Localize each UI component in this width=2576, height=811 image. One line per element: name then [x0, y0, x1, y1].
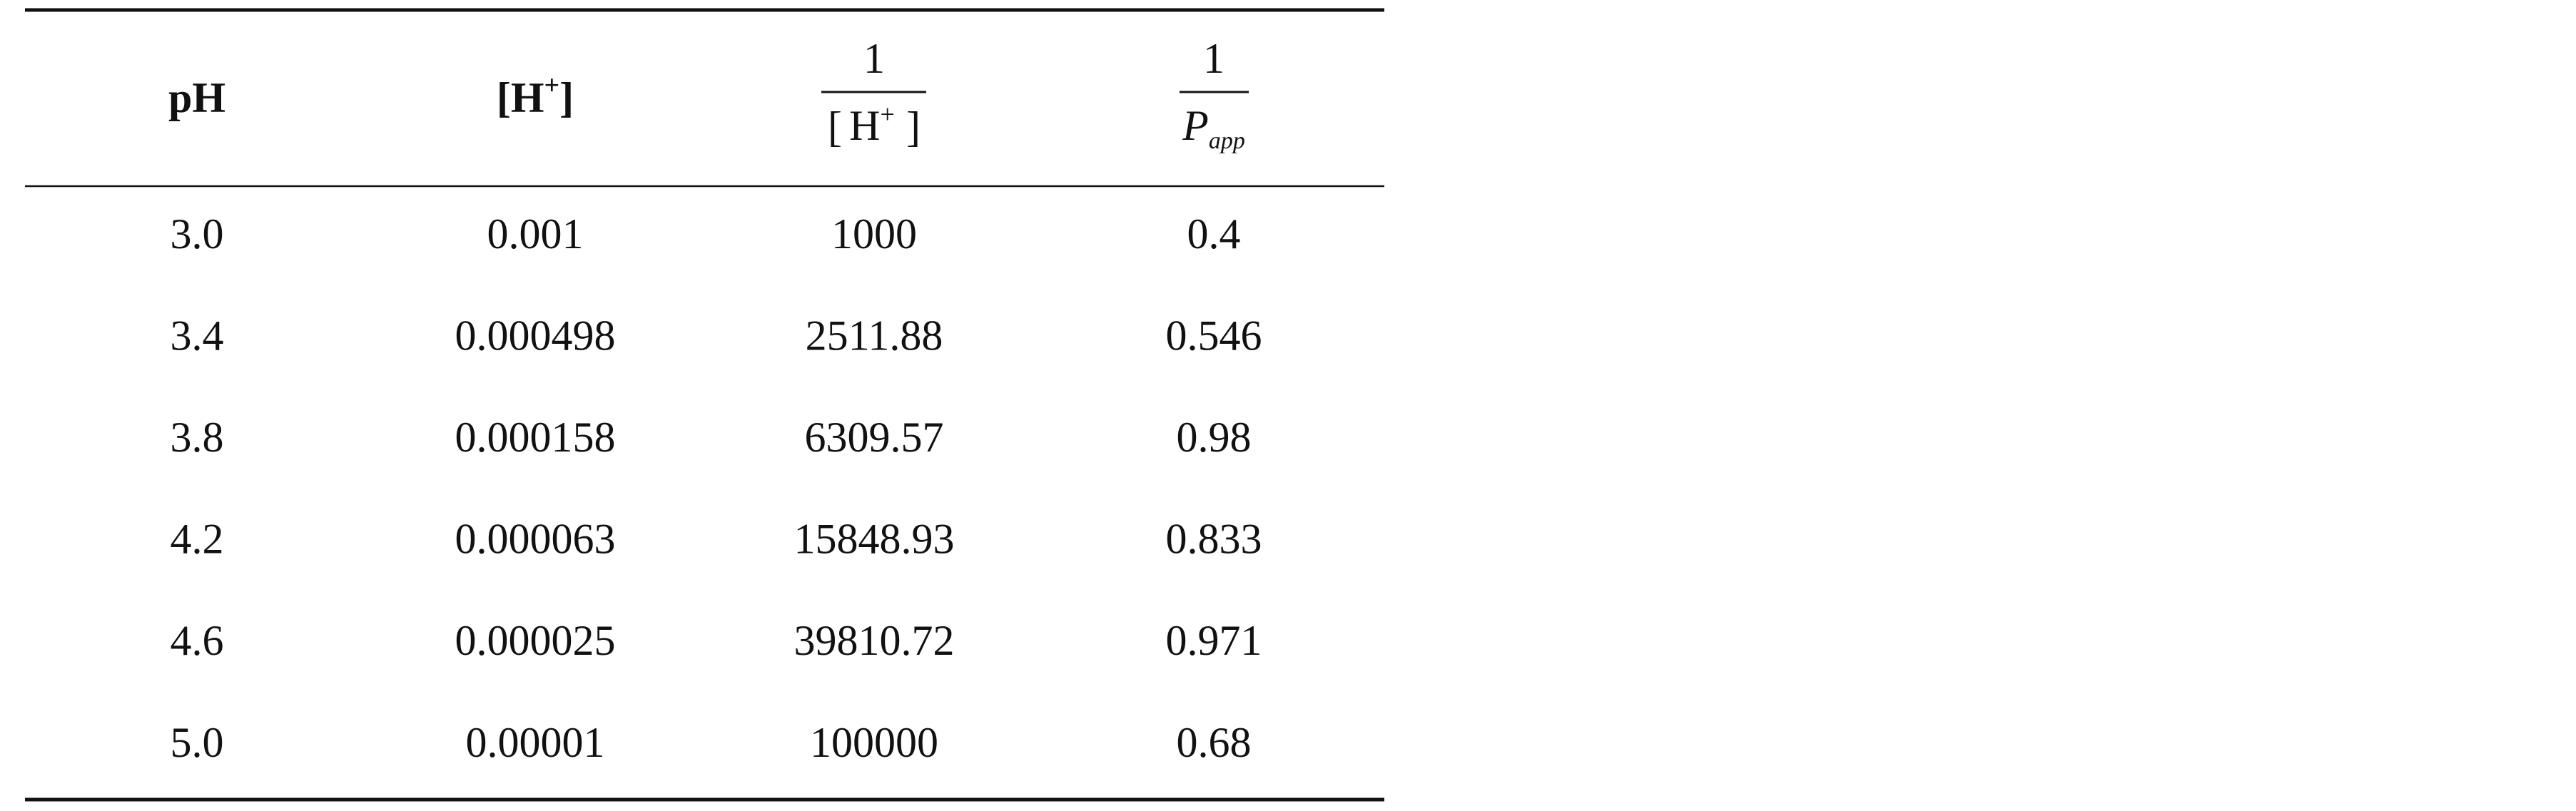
- table-cell: 6309.57: [805, 414, 944, 461]
- table-cell: 3.4: [171, 312, 224, 359]
- table-cell: 0.000063: [455, 516, 616, 563]
- table-cell: 0.4: [1187, 210, 1241, 257]
- header-denominator: Papp: [1182, 102, 1245, 154]
- header-part: [H: [497, 74, 544, 121]
- header-sup: +: [544, 71, 560, 101]
- table-cell: 0.000498: [455, 312, 616, 359]
- table-cell: 0.000025: [455, 617, 616, 664]
- table-cell: 0.833: [1166, 516, 1262, 563]
- table-cell: 0.68: [1177, 719, 1252, 766]
- table-cell: 3.0: [171, 210, 224, 257]
- table-cell: 0.001: [487, 210, 584, 257]
- table-cell: 15848.93: [794, 516, 955, 563]
- table-cell: 0.000158: [455, 414, 616, 461]
- header-numerator: 1: [1203, 35, 1224, 82]
- table-cell: 0.00001: [466, 719, 605, 766]
- header-part: H: [849, 102, 880, 149]
- header-denominator: H+: [849, 100, 895, 149]
- header-numerator: 1: [863, 35, 885, 82]
- header-bracket: [: [828, 103, 842, 151]
- table-cell: 100000: [810, 719, 938, 766]
- header-bracket: ]: [906, 103, 921, 151]
- header-sub: app: [1209, 128, 1245, 154]
- header-sup: +: [881, 100, 895, 128]
- table-cell: 1000: [831, 210, 917, 257]
- table-cell: 5.0: [171, 719, 224, 766]
- table-cell: 3.8: [171, 414, 224, 461]
- table-cell: 4.6: [171, 617, 224, 664]
- header-cell: pH: [168, 74, 225, 121]
- table-cell: 0.971: [1166, 617, 1262, 664]
- table-cell: 0.546: [1166, 312, 1262, 359]
- header-cell: [H+]: [497, 71, 574, 121]
- table-cell: 2511.88: [806, 312, 943, 359]
- table-cell: 4.2: [171, 516, 224, 563]
- header-part: P: [1182, 102, 1209, 149]
- header-part: ]: [559, 74, 574, 121]
- table-cell: 0.98: [1177, 414, 1252, 461]
- table-cell: 39810.72: [794, 617, 955, 664]
